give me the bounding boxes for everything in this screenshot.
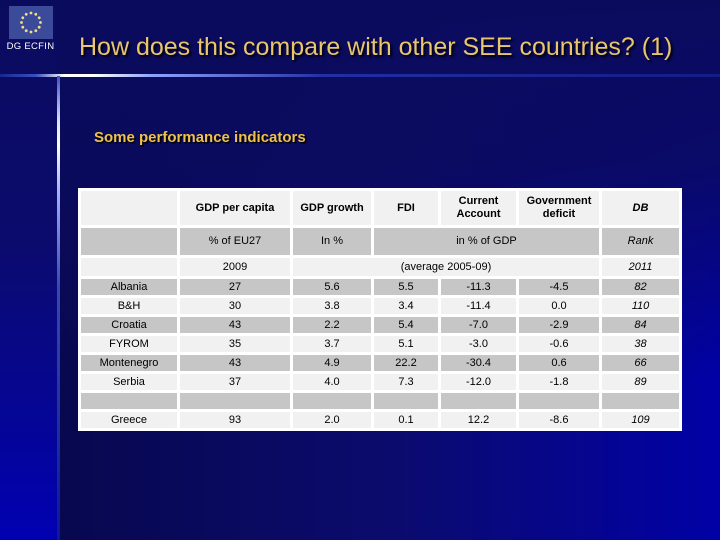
table-cell: 0.0 (519, 298, 599, 314)
period-db-year: 2011 (602, 258, 679, 276)
table-units-row: % of EU27 In % in % of GDP Rank (81, 228, 679, 255)
country-cell: Montenegro (81, 355, 177, 371)
table-cell: 5.1 (374, 336, 438, 352)
table-cell: -11.3 (441, 279, 516, 295)
table-cell: 0.6 (519, 355, 599, 371)
period-shared-average: (average 2005-09) (293, 258, 599, 276)
table-cell: -7.0 (441, 317, 516, 333)
table-cell: -0.6 (519, 336, 599, 352)
table-cell: 2.2 (293, 317, 371, 333)
table-cell: 3.4 (374, 298, 438, 314)
table-cell: 38 (602, 336, 679, 352)
units-shared-pct-gdp: in % of GDP (374, 228, 599, 255)
empty-cell (519, 393, 599, 409)
header-fdi: FDI (374, 191, 438, 225)
country-cell: Serbia (81, 374, 177, 390)
table-cell: 84 (602, 317, 679, 333)
table-cell: 7.3 (374, 374, 438, 390)
table-cell: 30 (180, 298, 290, 314)
slide-title: How does this compare with other SEE cou… (79, 33, 673, 61)
table-period-row: 2009 (average 2005-09) 2011 (81, 258, 679, 276)
table-row-croatia: Croatia 43 2.2 5.4 -7.0 -2.9 84 (81, 317, 679, 333)
empty-cell (81, 393, 177, 409)
country-cell: Albania (81, 279, 177, 295)
table-cell: 82 (602, 279, 679, 295)
table-row-montenegro: Montenegro 43 4.9 22.2 -30.4 0.6 66 (81, 355, 679, 371)
table-cell: 109 (602, 412, 679, 428)
table-cell: 5.6 (293, 279, 371, 295)
table-cell: -1.8 (519, 374, 599, 390)
units-db-rank: Rank (602, 228, 679, 255)
period-country-cell (81, 258, 177, 276)
table-cell: -12.0 (441, 374, 516, 390)
units-country-cell (81, 228, 177, 255)
table-cell: 4.0 (293, 374, 371, 390)
table-row-serbia: Serbia 37 4.0 7.3 -12.0 -1.8 89 (81, 374, 679, 390)
header-country-cell (81, 191, 177, 225)
table-cell: -3.0 (441, 336, 516, 352)
country-cell: Croatia (81, 317, 177, 333)
table-cell: -11.4 (441, 298, 516, 314)
header-db: DB (602, 191, 679, 225)
table-cell: 12.2 (441, 412, 516, 428)
table-cell: 22.2 (374, 355, 438, 371)
table-cell: 93 (180, 412, 290, 428)
country-cell: B&H (81, 298, 177, 314)
header-gdp-growth: GDP growth (293, 191, 371, 225)
table-cell: 43 (180, 317, 290, 333)
eu-flag-icon (9, 6, 53, 39)
table-cell: 4.9 (293, 355, 371, 371)
table-cell: 37 (180, 374, 290, 390)
empty-cell (374, 393, 438, 409)
dg-ecfin-label: DG ECFIN (6, 41, 55, 52)
slide-subtitle: Some performance indicators (94, 129, 306, 146)
table-cell: -2.9 (519, 317, 599, 333)
units-gdp-per-capita: % of EU27 (180, 228, 290, 255)
header-gdp-per-capita: GDP per capita (180, 191, 290, 225)
table-cell: 3.8 (293, 298, 371, 314)
units-gdp-growth: In % (293, 228, 371, 255)
table-cell: 35 (180, 336, 290, 352)
country-cell: Greece (81, 412, 177, 428)
period-gdp-per-capita: 2009 (180, 258, 290, 276)
header-current-account: Current Account (441, 191, 516, 225)
table-cell: 66 (602, 355, 679, 371)
table-cell: 110 (602, 298, 679, 314)
table-row-fyrom: FYROM 35 3.7 5.1 -3.0 -0.6 38 (81, 336, 679, 352)
empty-cell (293, 393, 371, 409)
left-margin-strip (0, 0, 57, 540)
table-cell: 3.7 (293, 336, 371, 352)
table-cell: -30.4 (441, 355, 516, 371)
table-header-row: GDP per capita GDP growth FDI Current Ac… (81, 191, 679, 225)
table-row-greece: Greece 93 2.0 0.1 12.2 -8.6 109 (81, 412, 679, 428)
table-cell: 27 (180, 279, 290, 295)
empty-cell (441, 393, 516, 409)
table-cell: -4.5 (519, 279, 599, 295)
country-cell: FYROM (81, 336, 177, 352)
table-cell: 5.5 (374, 279, 438, 295)
title-divider-line (0, 74, 720, 77)
table-cell: -8.6 (519, 412, 599, 428)
empty-cell (602, 393, 679, 409)
table-row-albania: Albania 27 5.6 5.5 -11.3 -4.5 82 (81, 279, 679, 295)
table-cell: 43 (180, 355, 290, 371)
header-government-deficit: Government deficit (519, 191, 599, 225)
vertical-accent-line (57, 76, 60, 540)
performance-indicators-table: GDP per capita GDP growth FDI Current Ac… (78, 188, 682, 431)
table-cell: 89 (602, 374, 679, 390)
table-cell: 5.4 (374, 317, 438, 333)
table-row-empty (81, 393, 679, 409)
table-cell: 2.0 (293, 412, 371, 428)
empty-cell (180, 393, 290, 409)
table-row-bih: B&H 30 3.8 3.4 -11.4 0.0 110 (81, 298, 679, 314)
table-cell: 0.1 (374, 412, 438, 428)
